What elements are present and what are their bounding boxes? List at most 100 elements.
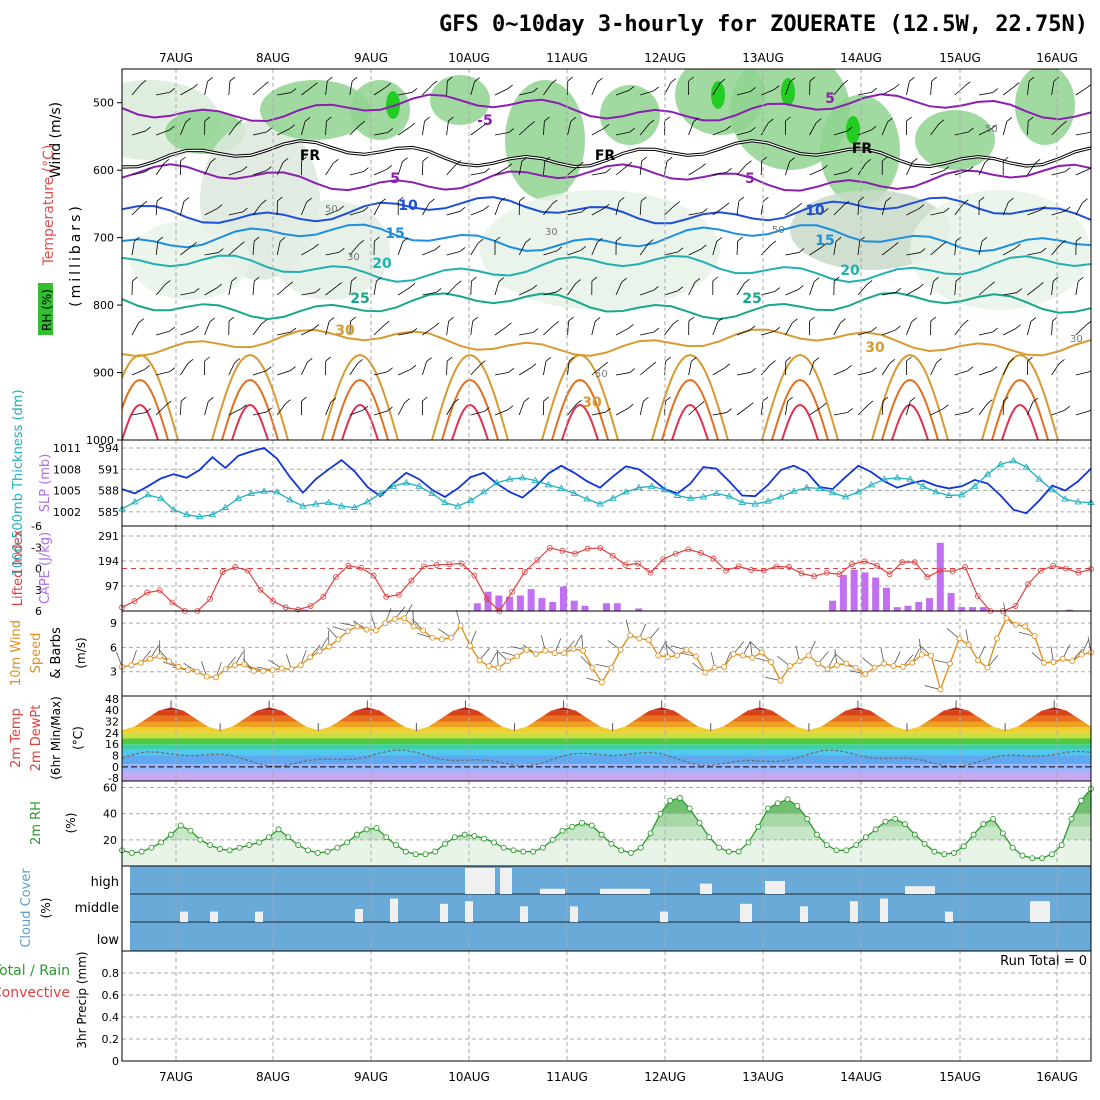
wind-barb (591, 242, 598, 256)
wind-barb (349, 171, 364, 176)
rh-point (1068, 815, 1075, 822)
wind-barb (398, 92, 413, 96)
wind-barb (881, 201, 887, 216)
lifted-index-point (697, 550, 704, 556)
temp-band (122, 772, 1091, 781)
rh-point (872, 826, 879, 833)
wind-barb (325, 81, 328, 96)
warm-contour (122, 403, 159, 440)
wind-barb (325, 251, 340, 256)
wind10m-point (354, 623, 361, 630)
rh-point (902, 821, 908, 828)
wind-barb-flag (846, 365, 852, 370)
rh-contour-label: 50 (595, 369, 608, 380)
rh-point (745, 839, 752, 846)
wind-barb-flag (506, 322, 512, 328)
wind10m-point (768, 659, 775, 665)
rh-point (843, 847, 850, 854)
date-label-bottom: 10AUG (448, 1070, 490, 1084)
rh-contour-label: 50 (772, 225, 785, 236)
wind-barb (1003, 292, 1018, 296)
lifted-index-point (584, 545, 591, 552)
wind-barb (591, 321, 596, 336)
rh-point (393, 842, 400, 849)
cape-bar (872, 577, 880, 611)
wind-barb (470, 242, 479, 256)
rh-point (823, 842, 830, 849)
wind-barb-flag (1034, 159, 1041, 164)
wind10m-point (429, 634, 436, 641)
lifted-index-point (169, 599, 176, 606)
temp-band (122, 764, 1091, 773)
wind-barb-flag (165, 400, 172, 406)
wind-barb-flag (930, 316, 937, 322)
wind-barb (882, 329, 896, 336)
wind-barb (760, 122, 769, 136)
wind-barb (567, 249, 581, 256)
thickness-point (1022, 463, 1031, 470)
wind-barb-flag (1087, 84, 1091, 88)
wind-barb (373, 410, 388, 416)
wind-barb-flag (266, 127, 272, 133)
thickness-point (363, 498, 372, 505)
cloud-block (355, 909, 363, 922)
warm-contour (451, 403, 489, 440)
temp-band (122, 710, 1091, 716)
rh-tick-label: 20 (103, 834, 117, 847)
lifted-index-point (295, 606, 302, 613)
wind-barb-flag (798, 248, 805, 253)
lifted-index-point (534, 557, 541, 563)
wind-barb (639, 365, 652, 376)
wind-barb-flag (402, 157, 408, 162)
wind-barb (518, 242, 526, 256)
wind-barb-flag (183, 197, 190, 202)
wind-barb-flag (426, 357, 432, 362)
wind-barb-flag (1040, 247, 1047, 253)
wind-barb (760, 401, 764, 416)
wind-barb (785, 322, 793, 336)
wind10m-point (184, 667, 191, 674)
wind-barb-flag (648, 119, 655, 125)
rh-line (121, 788, 1092, 859)
wind-barb-flag (483, 205, 490, 211)
wind-barb (567, 283, 576, 296)
wind-barb (180, 400, 182, 416)
wind-barb-flag (207, 77, 213, 82)
rh-point (999, 830, 1006, 837)
wind-barb-flag (865, 159, 872, 164)
isotherm-25 (122, 291, 1091, 321)
wind-barb-flag (191, 242, 197, 247)
warm-contour (671, 403, 709, 440)
wind-barb (131, 241, 135, 256)
wind-barb-flag (507, 405, 514, 411)
wind-barb-flag (216, 283, 222, 289)
wind10m-point (297, 662, 304, 669)
thickness-point (686, 494, 695, 501)
wind-barb (519, 91, 533, 96)
wind-barb-flag (725, 125, 732, 131)
wind-barb-flag (411, 328, 418, 333)
wind-barb (1051, 363, 1060, 376)
wind-barb (785, 252, 800, 256)
wind-barb (397, 126, 411, 136)
wind-barb (543, 83, 552, 96)
rh-point (275, 826, 282, 833)
wind-barb-flag (843, 200, 850, 206)
rh-point (628, 849, 634, 856)
wind-barb-flag (481, 122, 488, 128)
wind-barb-flag (672, 319, 679, 325)
wind-barb-flag (472, 316, 478, 322)
wind-barb-flag (234, 358, 241, 363)
wind-barb-flag (508, 128, 515, 133)
wind-barb (567, 403, 577, 416)
wind-barb-flag (325, 356, 331, 362)
wind-barb-flag (871, 326, 877, 332)
wind-barb-flag (813, 357, 820, 362)
rh-contour-label: 30 (347, 252, 360, 263)
wind-barb-flag (263, 81, 269, 87)
wind-barb (1051, 409, 1065, 416)
rh-band (122, 813, 1091, 827)
wind-barb (930, 81, 933, 96)
thickness-point (144, 490, 152, 498)
cape-bar (538, 598, 546, 611)
